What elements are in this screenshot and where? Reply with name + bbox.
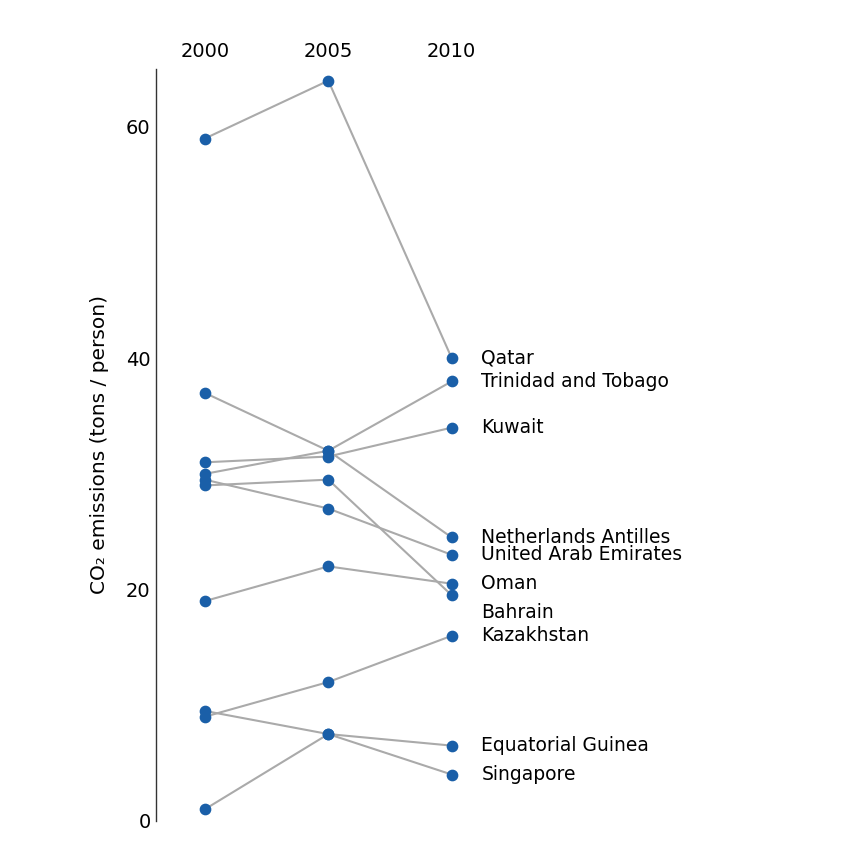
Point (321, 473, 335, 486)
Point (321, 727, 335, 741)
Point (321, 444, 335, 458)
Point (198, 386, 212, 400)
Point (445, 767, 459, 781)
Point (198, 594, 212, 608)
Point (445, 352, 459, 365)
Point (198, 479, 212, 492)
Point (445, 739, 459, 753)
Point (445, 577, 459, 591)
Point (321, 675, 335, 689)
Text: United Arab Emirates: United Arab Emirates (481, 545, 683, 564)
Point (445, 374, 459, 388)
Point (198, 710, 212, 724)
Text: Trinidad and Tobago: Trinidad and Tobago (481, 372, 670, 391)
Point (445, 530, 459, 544)
Point (321, 449, 335, 463)
Point (321, 502, 335, 516)
Point (445, 548, 459, 562)
Text: Bahrain: Bahrain (481, 603, 554, 622)
Text: Oman: Oman (481, 575, 537, 594)
Text: Equatorial Guinea: Equatorial Guinea (481, 736, 649, 755)
Point (321, 444, 335, 458)
Text: Qatar: Qatar (481, 349, 534, 368)
Point (445, 629, 459, 643)
Point (445, 588, 459, 602)
Text: Kuwait: Kuwait (481, 418, 544, 437)
Point (445, 421, 459, 435)
Point (321, 727, 335, 741)
Point (198, 473, 212, 486)
Text: Netherlands Antilles: Netherlands Antilles (481, 528, 670, 547)
Text: Singapore: Singapore (481, 765, 576, 784)
Point (321, 560, 335, 574)
Point (198, 131, 212, 145)
Point (198, 704, 212, 718)
Point (198, 467, 212, 480)
Point (198, 803, 212, 816)
Text: Kazakhstan: Kazakhstan (481, 626, 589, 645)
Point (321, 73, 335, 87)
Y-axis label: CO₂ emissions (tons / person): CO₂ emissions (tons / person) (91, 295, 110, 594)
Point (198, 455, 212, 469)
